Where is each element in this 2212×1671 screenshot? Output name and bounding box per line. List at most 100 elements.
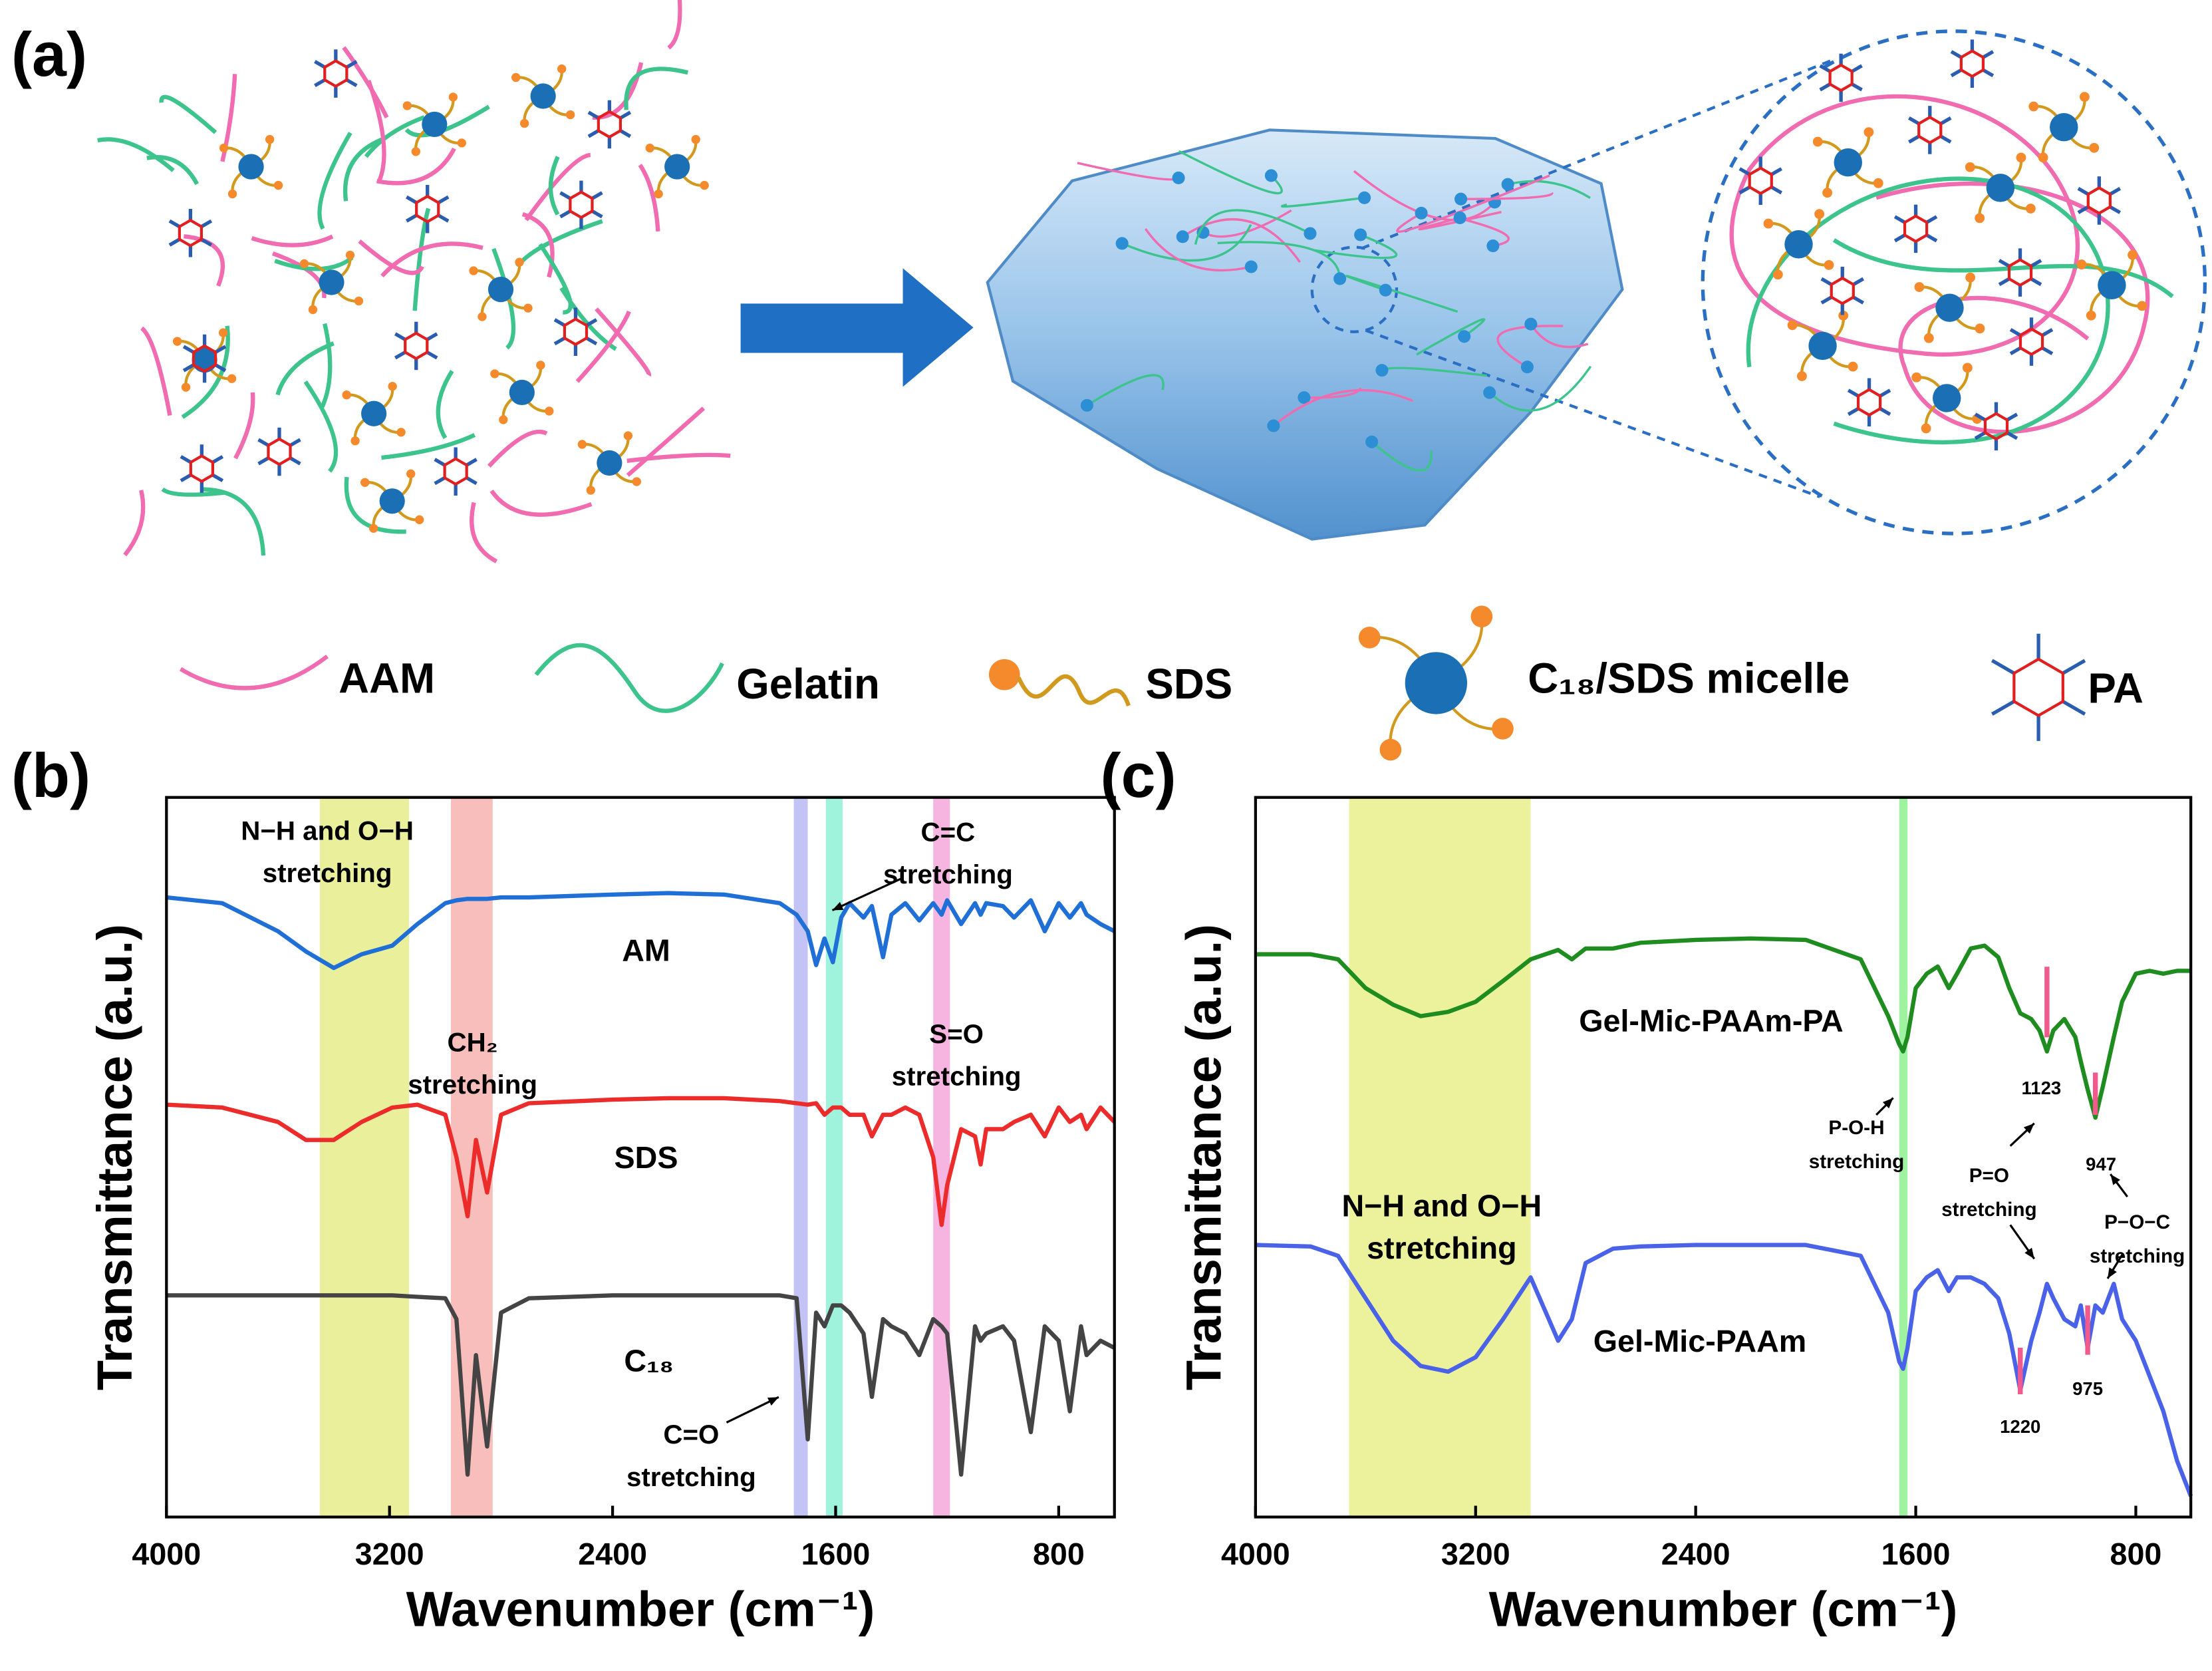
pa-ring	[323, 59, 348, 88]
sds-head	[1914, 282, 1925, 292]
gelatin-chain	[1416, 318, 1486, 356]
micelle-core	[664, 154, 690, 180]
gelatin-chain	[1488, 365, 1592, 412]
pa-arm	[257, 438, 269, 447]
sds-head	[368, 524, 378, 533]
annotation: C=C	[921, 818, 976, 847]
pa-ring	[1917, 115, 1943, 144]
gelatin-chain	[1178, 150, 1283, 195]
process-arrow	[740, 268, 974, 387]
pa-arm	[1820, 295, 1833, 305]
sds-head	[511, 73, 521, 82]
pa-arm	[1738, 186, 1751, 195]
gel-micelle	[1486, 239, 1500, 253]
sds-head	[515, 257, 524, 267]
aam-chain	[140, 326, 172, 416]
annotation-arrow	[831, 877, 904, 911]
band	[933, 797, 950, 1517]
sds-head	[478, 312, 487, 321]
pa-arm	[314, 78, 326, 87]
pa-arm	[2041, 328, 2054, 337]
pa-arm	[434, 476, 446, 486]
x-axis-title: Wavenumber (cm⁻¹)	[406, 1581, 875, 1636]
legend-label: AAM	[339, 655, 435, 702]
pa-ring	[404, 331, 429, 361]
sds-head	[1824, 259, 1834, 270]
gelatin-chain	[1371, 441, 1433, 472]
sds-head	[469, 266, 478, 275]
panel-label: (a)	[11, 20, 87, 89]
pa-arm	[1820, 277, 1833, 286]
gelatin-chain	[491, 247, 516, 350]
pa-arm	[2006, 412, 2018, 422]
annotation: stretching	[1809, 1151, 1905, 1173]
sds-head	[623, 431, 633, 440]
aam-chain	[667, 0, 682, 50]
x-tick-label: 3200	[1441, 1537, 1510, 1571]
gelatin-chain	[1345, 275, 1458, 313]
pa-arm	[1974, 431, 1987, 440]
sds-head	[1492, 718, 1514, 740]
spectrum-line	[166, 891, 1116, 971]
sds-head	[354, 296, 364, 306]
pa-arm	[437, 214, 450, 223]
gelatin-chain	[1194, 209, 1311, 245]
pa-arm	[1847, 407, 1860, 416]
aam-chain	[521, 212, 555, 278]
legend-label: Gelatin	[736, 661, 880, 708]
x-tick-label: 800	[1033, 1537, 1085, 1571]
sds-head	[1796, 371, 1807, 381]
peak-label: 1123	[2021, 1078, 2061, 1098]
sds-head	[536, 361, 545, 370]
band	[793, 797, 808, 1517]
aam-chain	[1144, 228, 1252, 272]
pa-arm	[168, 237, 181, 247]
pa-arm	[1851, 64, 1863, 73]
annotation-arrowhead	[2023, 1123, 2034, 1134]
annotation: stretching	[626, 1462, 756, 1492]
annotation: stretching	[892, 1061, 1022, 1091]
aam-chain	[358, 239, 424, 275]
sds-head	[308, 305, 318, 315]
micelle-core	[238, 154, 264, 180]
aam-chain	[233, 392, 255, 460]
pa-arm	[1893, 215, 1906, 224]
annotation: C=O	[663, 1420, 719, 1449]
pa-arm	[346, 78, 358, 87]
gel-micelle	[1415, 206, 1428, 220]
pa-arm	[1770, 186, 1782, 195]
series-label: Gel-Mic-PAAm-PA	[1579, 1003, 1843, 1038]
zoom-line	[1365, 329, 1821, 498]
aam-chain	[1418, 211, 1502, 231]
sds-head	[342, 390, 351, 400]
annotation: stretching	[263, 858, 392, 888]
pa-arm	[591, 191, 603, 200]
sds-head	[1965, 272, 1976, 283]
spectrum-line	[166, 1293, 1116, 1477]
pa-arm	[2077, 187, 2090, 196]
sds-head	[1470, 605, 1493, 628]
pa-arm	[1879, 388, 1891, 398]
legend-label: PA	[2088, 665, 2143, 712]
x-tick-label: 1600	[1881, 1537, 1951, 1571]
gelatin-chain	[202, 487, 266, 556]
sds-head	[545, 406, 554, 416]
pa-arm	[211, 455, 224, 464]
zoom-line	[1361, 58, 1835, 250]
sds-head	[350, 436, 360, 446]
pa-ring	[2012, 657, 2064, 718]
x-tick-label: 2400	[578, 1537, 647, 1571]
pa-arm	[1879, 407, 1891, 416]
sds-head	[265, 134, 275, 144]
gelatin-chain	[275, 341, 335, 396]
gelatin-chain	[1217, 241, 1341, 279]
gel-micelle	[1267, 419, 1280, 432]
gelatin-chain	[97, 137, 175, 172]
x-tick-label: 800	[2110, 1537, 2162, 1571]
sds-head	[219, 143, 229, 153]
pa-arm	[587, 110, 600, 120]
aam-chain	[1272, 388, 1413, 427]
pa-arm	[1939, 116, 1952, 126]
pa-arm	[426, 332, 438, 341]
pa-ring	[1959, 49, 1985, 78]
